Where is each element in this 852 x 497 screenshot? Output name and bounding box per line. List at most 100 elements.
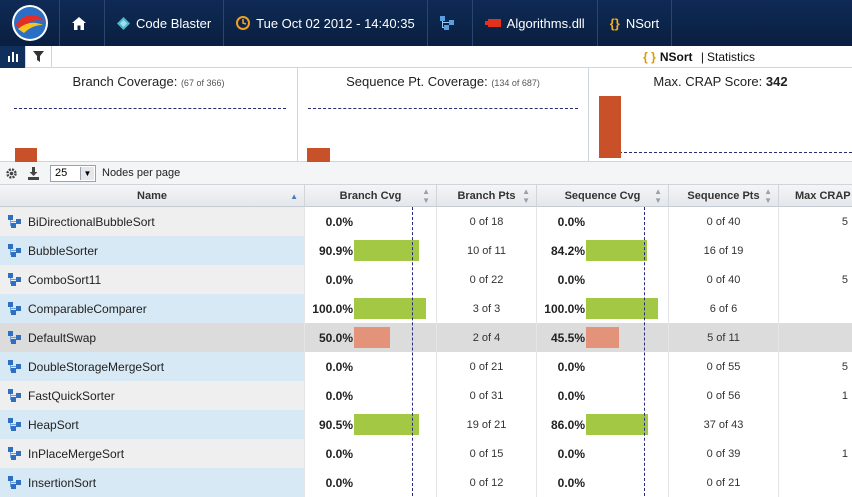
node-name: BubbleSorter: [28, 243, 99, 258]
coverage-bar: [354, 240, 419, 261]
table-row[interactable]: HeapSort 90.5% 19 of 21 86.0% 37 of 43: [0, 410, 852, 439]
node-name-cell[interactable]: ComboSort11: [0, 265, 305, 294]
coverage-bar: [586, 240, 647, 261]
view-toolbar: { } NSort | Statistics: [0, 45, 852, 68]
table-row[interactable]: BiDirectionalBubbleSort 0.0% 0 of 18 0.0% 0 …: [0, 207, 852, 236]
sequence-coverage-cell: 0.0%: [537, 352, 669, 381]
threshold-line: [599, 152, 852, 153]
max-crap-cell: 1: [779, 381, 852, 410]
panel-detail: (67 of 366): [180, 78, 225, 88]
coverage-percent: 0.0%: [325, 388, 353, 403]
table-row[interactable]: ComboSort11 0.0% 0 of 22 0.0% 0 of 40 5: [0, 265, 852, 294]
points-value: 19 of 21: [466, 418, 507, 431]
class-node-icon: [8, 476, 21, 489]
column-header-branch-pts[interactable]: Branch Pts ▲ ▼: [437, 185, 537, 207]
node-name-cell[interactable]: ComparableComparer: [0, 294, 305, 323]
context-name: NSort: [659, 50, 693, 64]
branch-points-cell: 10 of 11: [437, 236, 537, 265]
hierarchy-icon: [439, 16, 454, 30]
crumb-session[interactable]: Tue Oct 02 2012 - 14:40:35: [224, 0, 428, 46]
sort-icon: ▲ ▼: [522, 187, 530, 205]
sequence-coverage-cell: 0.0%: [537, 439, 669, 468]
points-value: 16 of 19: [703, 244, 744, 257]
branch-coverage-cell: 90.9%: [305, 236, 437, 265]
node-name-cell[interactable]: InPlaceMergeSort: [0, 439, 305, 468]
coverage-bar: [15, 148, 37, 162]
points-value: 0 of 40: [706, 215, 741, 228]
target-line: [14, 108, 286, 109]
export-button[interactable]: [22, 162, 44, 185]
class-node-icon: [8, 331, 21, 344]
node-name-cell[interactable]: BiDirectionalBubbleSort: [0, 207, 305, 236]
page-size-select[interactable]: 25 ▼: [50, 164, 96, 182]
crumb-assembly[interactable]: Algorithms.dll: [473, 0, 598, 46]
node-name-cell[interactable]: DoubleStorageMergeSort: [0, 352, 305, 381]
statistics-view-button[interactable]: [0, 45, 26, 68]
max-crap-cell: 5: [779, 352, 852, 381]
crumb-namespace[interactable]: {} NSort: [598, 0, 673, 46]
table-row[interactable]: InPlaceMergeSort 0.0% 0 of 15 0.0% 0 of 39 1: [0, 439, 852, 468]
sequence-coverage-panel: Sequence Pt. Coverage: (134 of 687): [298, 68, 589, 162]
node-name-cell[interactable]: BubbleSorter: [0, 236, 305, 265]
coverage-bar: [354, 298, 426, 319]
points-value: 5 of 11: [707, 331, 740, 344]
sort-icon: ▲ ▼: [654, 187, 662, 205]
max-crap-cell: [779, 323, 852, 352]
class-node-icon: [8, 447, 21, 460]
sequence-points-cell: 16 of 19: [669, 236, 779, 265]
bar-chart-icon: [7, 52, 18, 62]
crap-value: 5: [841, 360, 848, 373]
class-node-icon: [8, 273, 21, 286]
node-name-cell[interactable]: HeapSort: [0, 410, 305, 439]
filter-button[interactable]: [26, 45, 52, 68]
coverage-percent: 100.0%: [312, 301, 353, 316]
coverage-percent: 50.0%: [318, 330, 353, 345]
sequence-coverage-cell: 0.0%: [537, 265, 669, 294]
coverage-percent: 0.0%: [557, 446, 585, 461]
points-value: 0 of 18: [469, 215, 504, 228]
column-header-branch-cvg[interactable]: Branch Cvg ▲ ▼: [305, 185, 437, 207]
node-name: ComboSort11: [28, 272, 102, 287]
sequence-points-cell: 0 of 39: [669, 439, 779, 468]
table-row[interactable]: DoubleStorageMergeSort 0.0% 0 of 21 0.0% 0 o…: [0, 352, 852, 381]
coverage-percent: 45.5%: [550, 330, 585, 345]
table-row[interactable]: FastQuickSorter 0.0% 0 of 31 0.0% 0 of 56 1: [0, 381, 852, 410]
table-row[interactable]: ComparableComparer 100.0% 3 of 3 100.0% 6 of…: [0, 294, 852, 323]
coverage-bar: [586, 327, 619, 348]
coverage-bar: [307, 148, 330, 162]
coverage-percent: 90.5%: [318, 417, 353, 432]
coverage-percent: 0.0%: [325, 475, 353, 490]
branch-points-cell: 0 of 22: [437, 265, 537, 294]
table-row[interactable]: BubbleSorter 90.9% 10 of 11 84.2% 16 of 19: [0, 236, 852, 265]
class-node-icon: [8, 215, 21, 228]
context-title: { } NSort | Statistics: [643, 50, 755, 64]
table-header: Name ▲ Branch Cvg ▲ ▼ Branch Pts ▲ ▼ Sequence…: [0, 185, 852, 207]
panel-title: Sequence Pt. Coverage:: [346, 74, 488, 89]
branch-coverage-cell: 0.0%: [305, 439, 437, 468]
table-row[interactable]: InsertionSort 0.0% 0 of 12 0.0% 0 of 21: [0, 468, 852, 497]
column-header-sequence-pts[interactable]: Sequence Pts ▲ ▼: [669, 185, 779, 207]
node-name-cell[interactable]: DefaultSwap: [0, 323, 305, 352]
top-navigation-bar: Code Blaster Tue Oct 02 2012 - 14:40:35 …: [0, 0, 852, 46]
points-value: 0 of 21: [706, 476, 741, 489]
node-name: InsertionSort: [28, 475, 97, 490]
column-header-name[interactable]: Name ▲: [0, 185, 305, 207]
crumb-code-blaster[interactable]: Code Blaster: [105, 0, 225, 46]
branch-points-cell: 2 of 4: [437, 323, 537, 352]
points-value: 0 of 21: [469, 360, 504, 373]
max-crap-cell: 5: [779, 207, 852, 236]
branch-points-cell: 0 of 12: [437, 468, 537, 497]
settings-button[interactable]: [0, 162, 22, 185]
context-separator: |: [700, 50, 704, 64]
column-header-max-crap[interactable]: Max CRAP: [795, 190, 851, 202]
column-header-sequence-cvg[interactable]: Sequence Cvg ▲ ▼: [537, 185, 669, 207]
table-row[interactable]: DefaultSwap 50.0% 2 of 4 45.5% 5 of 11: [0, 323, 852, 352]
crumb-home[interactable]: [60, 0, 105, 46]
coverage-bar: [354, 327, 390, 348]
crap-value: 5: [841, 215, 848, 228]
node-name-cell[interactable]: FastQuickSorter: [0, 381, 305, 410]
app-logo[interactable]: [0, 0, 60, 46]
grid-toolbar: 25 ▼ Nodes per page: [0, 162, 852, 185]
crumb-module-tree[interactable]: [428, 0, 473, 46]
node-name-cell[interactable]: InsertionSort: [0, 468, 305, 497]
